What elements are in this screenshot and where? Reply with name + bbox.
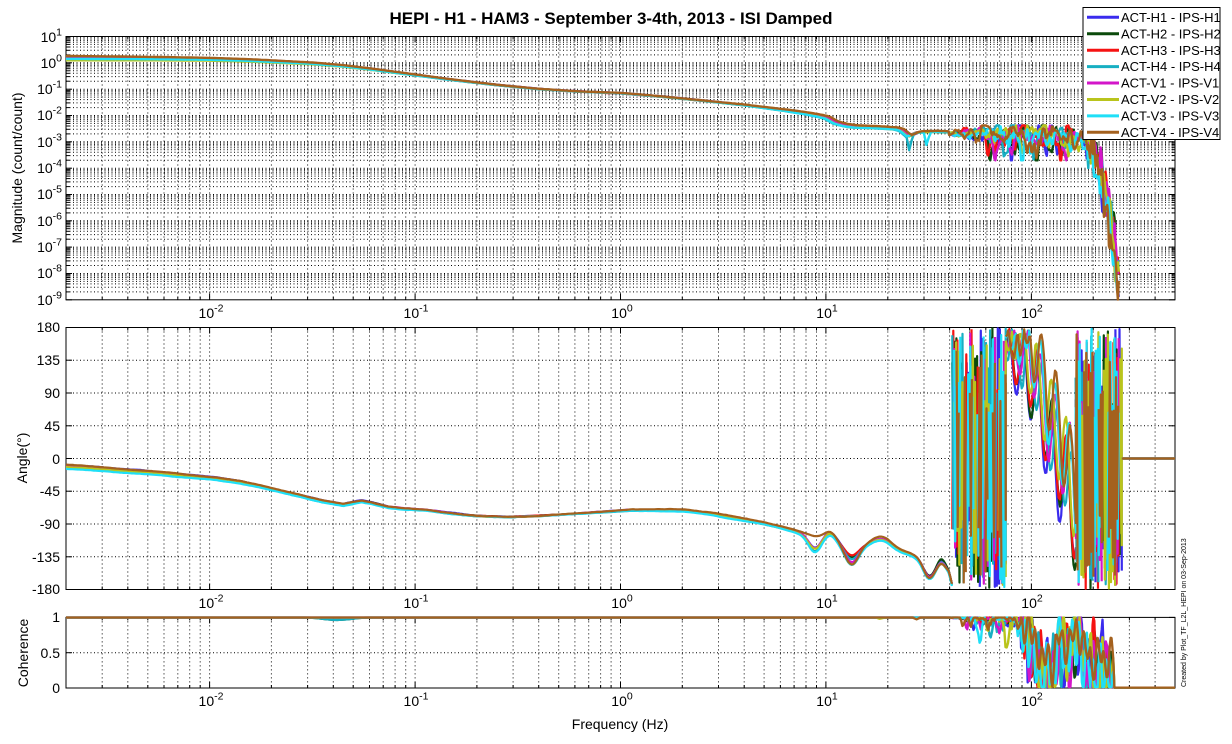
- svg-text:Coherence: Coherence: [15, 619, 31, 688]
- svg-text:ACT-V3 - IPS-V3: ACT-V3 - IPS-V3: [1121, 109, 1219, 124]
- svg-text:0: 0: [52, 451, 60, 467]
- svg-text:45: 45: [44, 418, 60, 434]
- svg-text:135: 135: [37, 352, 61, 368]
- svg-text:90: 90: [44, 385, 60, 401]
- svg-text:Frequency (Hz): Frequency (Hz): [572, 716, 668, 732]
- svg-text:180: 180: [37, 319, 61, 335]
- svg-text:HEPI - H1 - HAM3 - September 3: HEPI - H1 - HAM3 - September 3-4th, 2013…: [389, 9, 832, 28]
- svg-text:ACT-H4 - IPS-H4: ACT-H4 - IPS-H4: [1121, 59, 1221, 74]
- svg-text:ACT-V1 - IPS-V1: ACT-V1 - IPS-V1: [1121, 76, 1219, 91]
- svg-text:-180: -180: [32, 581, 60, 597]
- svg-text:1: 1: [52, 609, 60, 625]
- svg-text:ACT-V2 - IPS-V2: ACT-V2 - IPS-V2: [1121, 92, 1219, 107]
- svg-text:Created by Plot_TF_L2L_HEPI on: Created by Plot_TF_L2L_HEPI on 03-Sep-20…: [1181, 538, 1188, 687]
- svg-text:ACT-H3 - IPS-H3: ACT-H3 - IPS-H3: [1121, 43, 1221, 58]
- svg-text:-45: -45: [40, 483, 60, 499]
- svg-text:ACT-H1 - IPS-H1: ACT-H1 - IPS-H1: [1121, 10, 1221, 25]
- svg-text:ACT-V4 - IPS-V4: ACT-V4 - IPS-V4: [1121, 125, 1219, 140]
- svg-text:-135: -135: [32, 549, 60, 565]
- svg-text:0: 0: [52, 680, 60, 696]
- svg-text:-90: -90: [40, 516, 60, 532]
- svg-text:Angle(°): Angle(°): [14, 433, 30, 484]
- svg-text:Magnitude (count/count): Magnitude (count/count): [9, 93, 25, 244]
- svg-text:0.5: 0.5: [41, 645, 61, 661]
- svg-text:ACT-H2 - IPS-H2: ACT-H2 - IPS-H2: [1121, 26, 1221, 41]
